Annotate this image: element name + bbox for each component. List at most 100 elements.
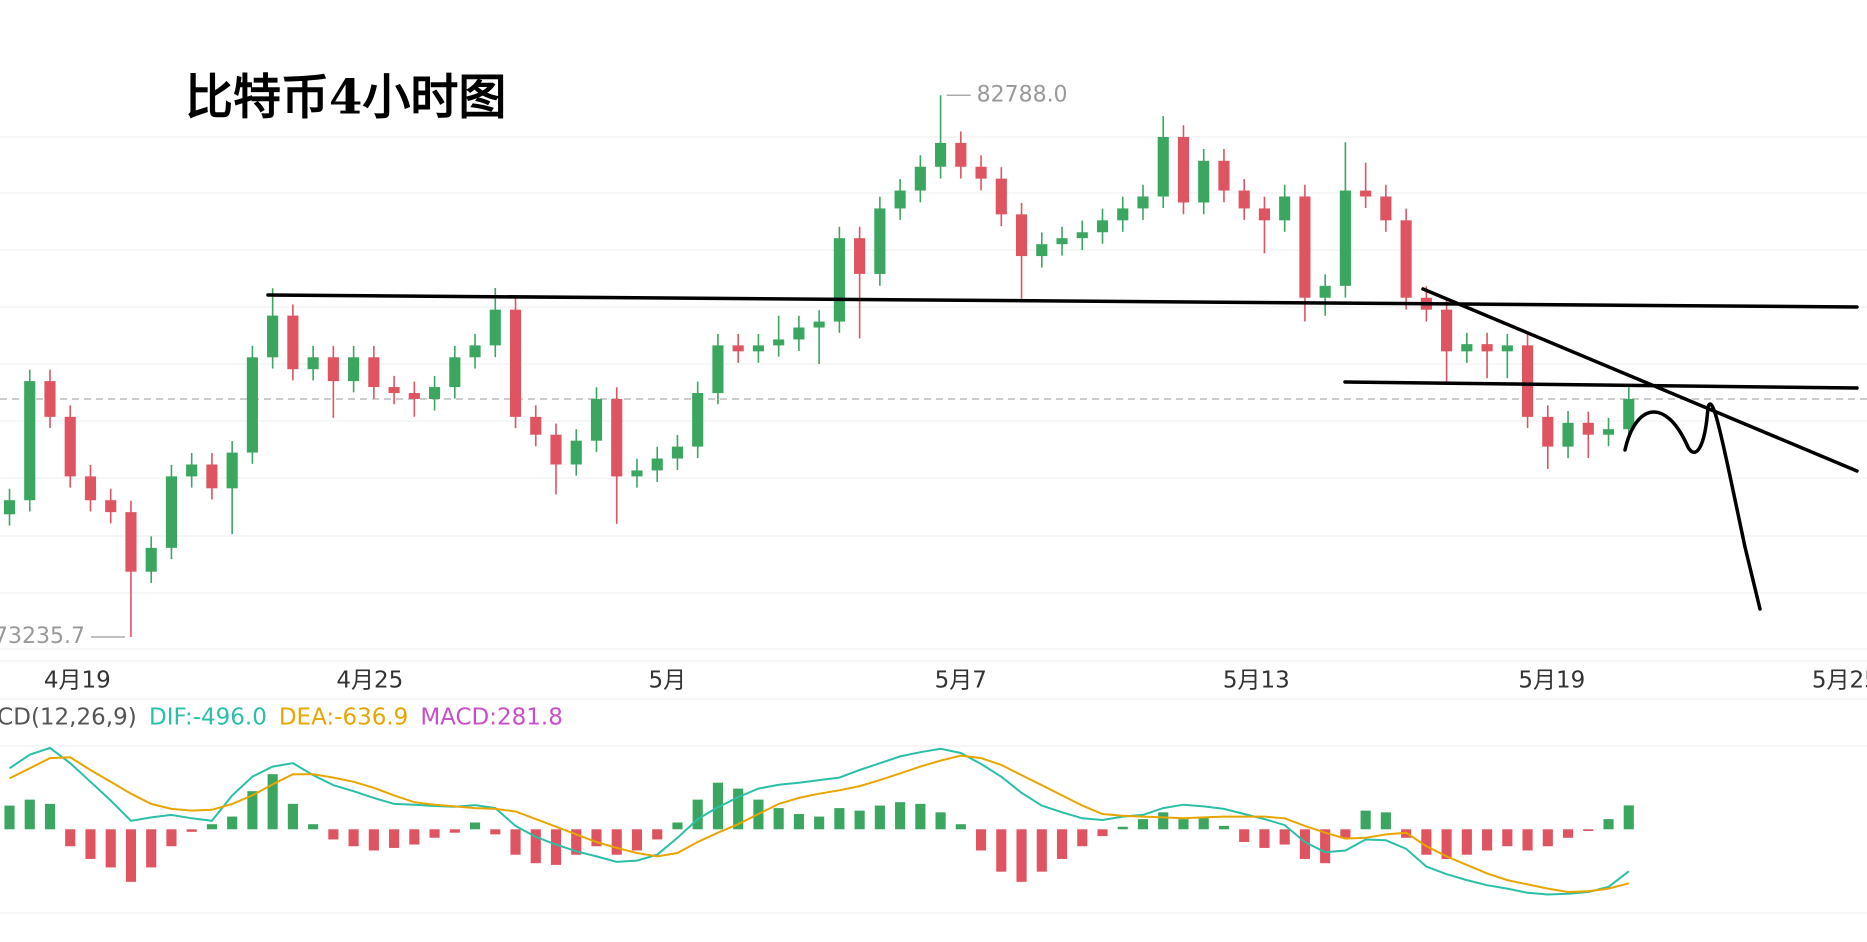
macd-bar bbox=[652, 829, 663, 840]
candle-body bbox=[530, 416, 542, 435]
candle-body bbox=[590, 398, 603, 441]
candle-body bbox=[1562, 422, 1574, 447]
macd-bar bbox=[631, 829, 643, 851]
macd-line bbox=[9, 754, 1630, 894]
candle-body bbox=[388, 387, 400, 394]
macd-bar bbox=[166, 829, 177, 847]
candle-body bbox=[692, 393, 704, 447]
macd-bar bbox=[1097, 829, 1108, 837]
plot: 4月19 4月25 5月 5月7 5月13 5月19 5月25 82788.0 73235.7 M… bbox=[0, 82, 1867, 896]
macd-bar bbox=[1562, 829, 1574, 838]
macd-bar bbox=[1542, 829, 1553, 847]
macd-bar bbox=[733, 788, 744, 830]
candle-body bbox=[1015, 214, 1028, 257]
candle-body bbox=[955, 142, 967, 167]
candle-body bbox=[408, 393, 420, 399]
min-label: 73235.7 bbox=[0, 624, 85, 649]
candle-body bbox=[1400, 220, 1412, 298]
max-label: 82788.0 bbox=[977, 82, 1068, 107]
macd-bar bbox=[4, 805, 15, 830]
macd-bar bbox=[287, 803, 298, 830]
macd-bar bbox=[854, 810, 865, 830]
candle-body bbox=[773, 339, 785, 346]
macd-line bbox=[8, 746, 1630, 896]
candle-body bbox=[1542, 416, 1554, 447]
candle-body bbox=[570, 440, 582, 465]
macd-bar bbox=[1137, 819, 1149, 830]
candle-body bbox=[752, 345, 764, 352]
x-tick-label: 5月19 bbox=[1518, 668, 1585, 694]
macd-bar bbox=[85, 829, 96, 859]
macd-bar bbox=[834, 808, 845, 830]
candle-body bbox=[651, 458, 663, 471]
macd-bar bbox=[712, 782, 723, 830]
macd-bar bbox=[1320, 829, 1331, 864]
macd-bar bbox=[1117, 826, 1128, 830]
candle-body bbox=[550, 434, 562, 465]
macd-bar bbox=[672, 822, 683, 830]
candle-body bbox=[671, 446, 684, 459]
x-tick-label: 4月19 bbox=[44, 668, 111, 694]
macd-bar bbox=[1259, 829, 1270, 848]
macd-bar bbox=[692, 799, 703, 830]
macd-bar bbox=[328, 829, 339, 840]
macd-bar bbox=[1380, 812, 1391, 830]
macd-bar bbox=[1461, 829, 1472, 855]
macd-bar bbox=[1198, 817, 1209, 830]
indicator-title: MACD(12,26,9) bbox=[0, 705, 137, 731]
candle-body bbox=[1380, 196, 1392, 221]
candle-body bbox=[1258, 208, 1271, 221]
candle-body bbox=[1198, 160, 1210, 203]
candle-body bbox=[995, 178, 1007, 215]
macd-bar bbox=[510, 829, 521, 855]
candle-body bbox=[145, 547, 157, 572]
candle-body bbox=[1238, 190, 1250, 209]
legend-entry: DIF:-496.0 bbox=[149, 705, 267, 731]
candle-body bbox=[469, 345, 481, 358]
support-line bbox=[1343, 380, 1859, 390]
candle-body bbox=[1461, 344, 1473, 352]
candle-body bbox=[833, 238, 845, 322]
macd-bar bbox=[1279, 829, 1290, 845]
macd-bar bbox=[1421, 829, 1432, 855]
x-tick-label: 5月25 bbox=[1812, 668, 1867, 694]
macd-bar bbox=[1178, 819, 1189, 830]
macd-bar bbox=[308, 824, 319, 830]
candle-body bbox=[813, 321, 825, 328]
chart-title: 比特币4小时图 bbox=[185, 70, 506, 126]
candle-body bbox=[429, 387, 441, 399]
candle-body bbox=[1441, 309, 1453, 352]
x-tick-label: 4月25 bbox=[336, 668, 403, 694]
macd-bar bbox=[571, 829, 582, 855]
candle-body bbox=[64, 416, 76, 477]
forecast-path bbox=[1623, 402, 1762, 611]
macd-bar bbox=[247, 791, 258, 830]
macd-bar bbox=[1218, 825, 1230, 830]
resistance-line bbox=[266, 293, 1859, 309]
macd-bar bbox=[227, 816, 238, 830]
macd-bar bbox=[267, 774, 278, 830]
candle-body bbox=[509, 309, 522, 417]
candle-body bbox=[368, 357, 380, 388]
macd-bar bbox=[1016, 829, 1027, 882]
candle-body bbox=[1279, 196, 1291, 221]
candle-body bbox=[489, 309, 501, 346]
candle-body bbox=[84, 476, 97, 501]
grid bbox=[0, 136, 1867, 914]
macd-bar bbox=[490, 829, 501, 835]
candle-body bbox=[1319, 285, 1331, 298]
x-tick-label: 5月 bbox=[649, 668, 687, 694]
macd-bar bbox=[409, 829, 420, 845]
macd-bar bbox=[874, 805, 885, 830]
macd-bar bbox=[895, 802, 906, 830]
macd-bar bbox=[935, 812, 946, 830]
candle-body bbox=[611, 398, 623, 477]
candle-body bbox=[1137, 196, 1149, 209]
candle-body bbox=[1360, 190, 1372, 197]
macd-bar bbox=[348, 829, 359, 847]
macd-bar bbox=[186, 829, 197, 832]
candle-body bbox=[1177, 136, 1190, 203]
macd-bar bbox=[996, 829, 1007, 872]
candle-body bbox=[1056, 238, 1068, 245]
x-tick-label: 5月13 bbox=[1223, 668, 1290, 694]
